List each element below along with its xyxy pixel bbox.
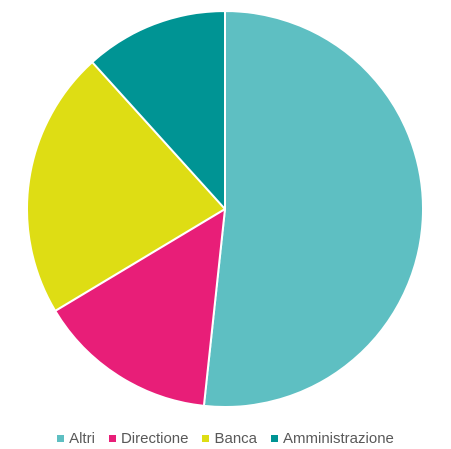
pie-slice-amministrazione[interactable] (91, 10, 226, 210)
legend-item-altri[interactable]: Altri (57, 430, 95, 447)
legend-label-amministrazione: Amministrazione (283, 429, 394, 447)
legend-label-banca: Banca (214, 429, 258, 447)
legend-label-directione: Directione (120, 429, 189, 447)
legend-swatch-altri (57, 434, 65, 442)
legend-swatch-amministrazione (271, 434, 279, 442)
pie-slice-banca[interactable] (26, 61, 226, 312)
legend-item-directione[interactable]: Directione (108, 429, 189, 447)
legend-swatch-banca (202, 434, 210, 442)
pie-slice-altri[interactable] (202, 10, 424, 408)
legend-swatch-directione (108, 434, 116, 442)
legend-item-banca[interactable]: Banca (202, 430, 257, 447)
pie-slice-directione[interactable] (54, 208, 226, 407)
legend-label-altri: Altri (69, 429, 95, 447)
legend-item-amministrazione[interactable]: Amministrazione (271, 430, 394, 447)
chart-legend: Altri Directione Banca Amministrazione (0, 428, 451, 448)
